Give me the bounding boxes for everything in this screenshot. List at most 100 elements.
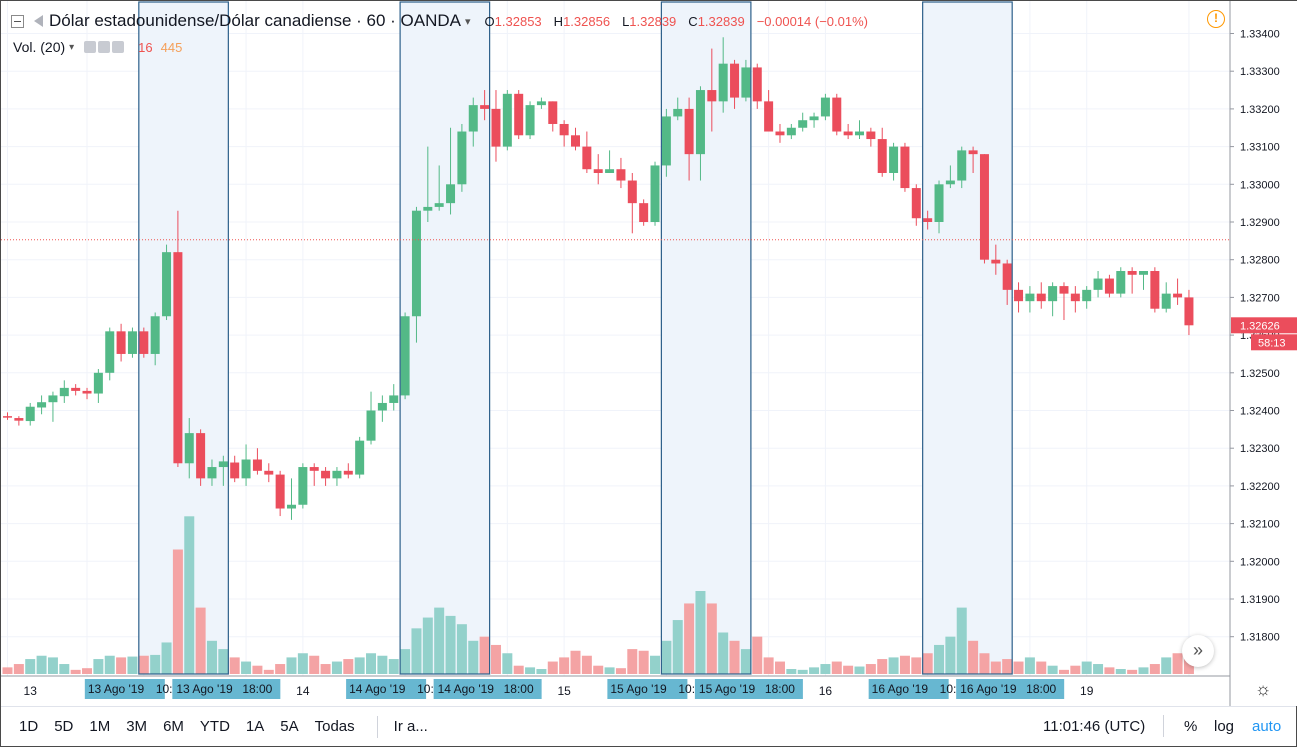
- candle-body[interactable]: [1127, 271, 1137, 275]
- candle-body[interactable]: [1116, 271, 1126, 294]
- highlight-range[interactable]: [400, 2, 490, 674]
- candle-body[interactable]: [877, 139, 887, 173]
- range-6m-button[interactable]: 6M: [163, 718, 184, 735]
- candle-body[interactable]: [639, 203, 649, 222]
- candle-body[interactable]: [661, 116, 671, 166]
- close-icon[interactable]: [112, 41, 125, 53]
- range-1m-button[interactable]: 1M: [89, 718, 111, 735]
- range-ytd-button[interactable]: YTD: [199, 718, 230, 735]
- candle-body[interactable]: [934, 184, 944, 222]
- candle-body[interactable]: [411, 210, 421, 317]
- clock-timezone[interactable]: 11:01:46 (UTC): [1043, 718, 1146, 735]
- candle-body[interactable]: [1048, 286, 1058, 302]
- candle-body[interactable]: [616, 169, 626, 181]
- scroll-to-realtime-button[interactable]: »: [1182, 635, 1214, 667]
- candle-body[interactable]: [48, 395, 58, 403]
- candle-body[interactable]: [25, 406, 35, 422]
- candle-body[interactable]: [820, 97, 830, 117]
- eye-icon[interactable]: [84, 41, 97, 53]
- candle-body[interactable]: [1036, 293, 1046, 302]
- candle-body[interactable]: [264, 470, 274, 475]
- candle-body[interactable]: [911, 188, 921, 219]
- candle-body[interactable]: [764, 101, 774, 132]
- candle-body[interactable]: [741, 67, 751, 98]
- candle-body[interactable]: [434, 203, 444, 207]
- candle-body[interactable]: [423, 206, 433, 211]
- chevron-down-icon[interactable]: ▾: [69, 41, 75, 53]
- candle-body[interactable]: [389, 395, 399, 403]
- candle-body[interactable]: [275, 474, 285, 509]
- candle-body[interactable]: [446, 184, 456, 204]
- candle-body[interactable]: [127, 331, 137, 354]
- candle-body[interactable]: [82, 390, 92, 394]
- candle-body[interactable]: [139, 331, 149, 354]
- candle-body[interactable]: [184, 433, 194, 464]
- candle-body[interactable]: [1184, 297, 1194, 326]
- candle-body[interactable]: [3, 416, 12, 418]
- candle-body[interactable]: [321, 470, 331, 479]
- candle-body[interactable]: [798, 120, 808, 128]
- candle-body[interactable]: [252, 459, 262, 471]
- gear-icon[interactable]: [98, 41, 111, 53]
- candle-body[interactable]: [582, 146, 592, 170]
- candle-body[interactable]: [93, 372, 103, 394]
- candle-body[interactable]: [59, 387, 69, 397]
- candlestick-chart[interactable]: 1.33400 1.33300 1.33200 1.33100 1.33000 1.329…: [1, 1, 1297, 706]
- candle-body[interactable]: [945, 180, 955, 185]
- candle-body[interactable]: [377, 402, 387, 411]
- candle-body[interactable]: [832, 97, 842, 132]
- candle-body[interactable]: [559, 123, 569, 136]
- candle-body[interactable]: [366, 410, 376, 441]
- candle-body[interactable]: [309, 467, 319, 471]
- candle-body[interactable]: [979, 154, 989, 260]
- candle-body[interactable]: [468, 105, 478, 132]
- log-scale-toggle[interactable]: log: [1214, 718, 1235, 735]
- range-1a-button[interactable]: 1A: [245, 718, 265, 735]
- candle-body[interactable]: [1093, 278, 1103, 290]
- candle-body[interactable]: [968, 150, 978, 155]
- candle-body[interactable]: [105, 331, 115, 373]
- candle-body[interactable]: [536, 101, 546, 106]
- candle-body[interactable]: [548, 101, 558, 124]
- candle-body[interactable]: [673, 108, 683, 117]
- candle-body[interactable]: [491, 108, 501, 147]
- candle-body[interactable]: [1139, 271, 1148, 275]
- candle-body[interactable]: [571, 135, 580, 147]
- candle-body[interactable]: [162, 252, 172, 317]
- candle-body[interactable]: [605, 169, 615, 173]
- warning-icon[interactable]: !: [1207, 10, 1225, 28]
- candle-body[interactable]: [1161, 293, 1171, 309]
- candle-body[interactable]: [1104, 278, 1114, 294]
- candle-body[interactable]: [957, 150, 967, 181]
- volume-label[interactable]: Vol. (20): [13, 39, 66, 55]
- candle-body[interactable]: [400, 316, 410, 396]
- collapse-icon[interactable]: [11, 14, 24, 28]
- range-1d-button[interactable]: 1D: [19, 718, 39, 735]
- candle-body[interactable]: [1070, 293, 1080, 302]
- candle-body[interactable]: [1025, 293, 1035, 302]
- candle-body[interactable]: [695, 90, 705, 155]
- candle-body[interactable]: [241, 459, 251, 479]
- candle-body[interactable]: [1082, 289, 1092, 302]
- range-3m-button[interactable]: 3M: [126, 718, 148, 735]
- candle-body[interactable]: [116, 331, 126, 354]
- candle-body[interactable]: [889, 146, 899, 173]
- auto-scale-toggle[interactable]: auto: [1252, 718, 1282, 735]
- candle-body[interactable]: [627, 180, 637, 204]
- candle-body[interactable]: [1014, 289, 1024, 302]
- candle-body[interactable]: [514, 93, 524, 136]
- candle-body[interactable]: [218, 461, 228, 468]
- candle-body[interactable]: [730, 63, 740, 98]
- highlight-range[interactable]: [661, 2, 751, 674]
- candle-body[interactable]: [71, 387, 81, 391]
- candle-body[interactable]: [752, 67, 762, 102]
- candle-body[interactable]: [786, 127, 796, 136]
- highlight-range[interactable]: [922, 2, 1013, 674]
- candle-body[interactable]: [855, 131, 864, 136]
- candle-body[interactable]: [332, 470, 342, 479]
- candle-body[interactable]: [298, 467, 308, 505]
- candle-body[interactable]: [502, 93, 512, 147]
- candle-body[interactable]: [593, 169, 603, 173]
- candle-body[interactable]: [684, 108, 694, 155]
- candle-body[interactable]: [14, 418, 24, 421]
